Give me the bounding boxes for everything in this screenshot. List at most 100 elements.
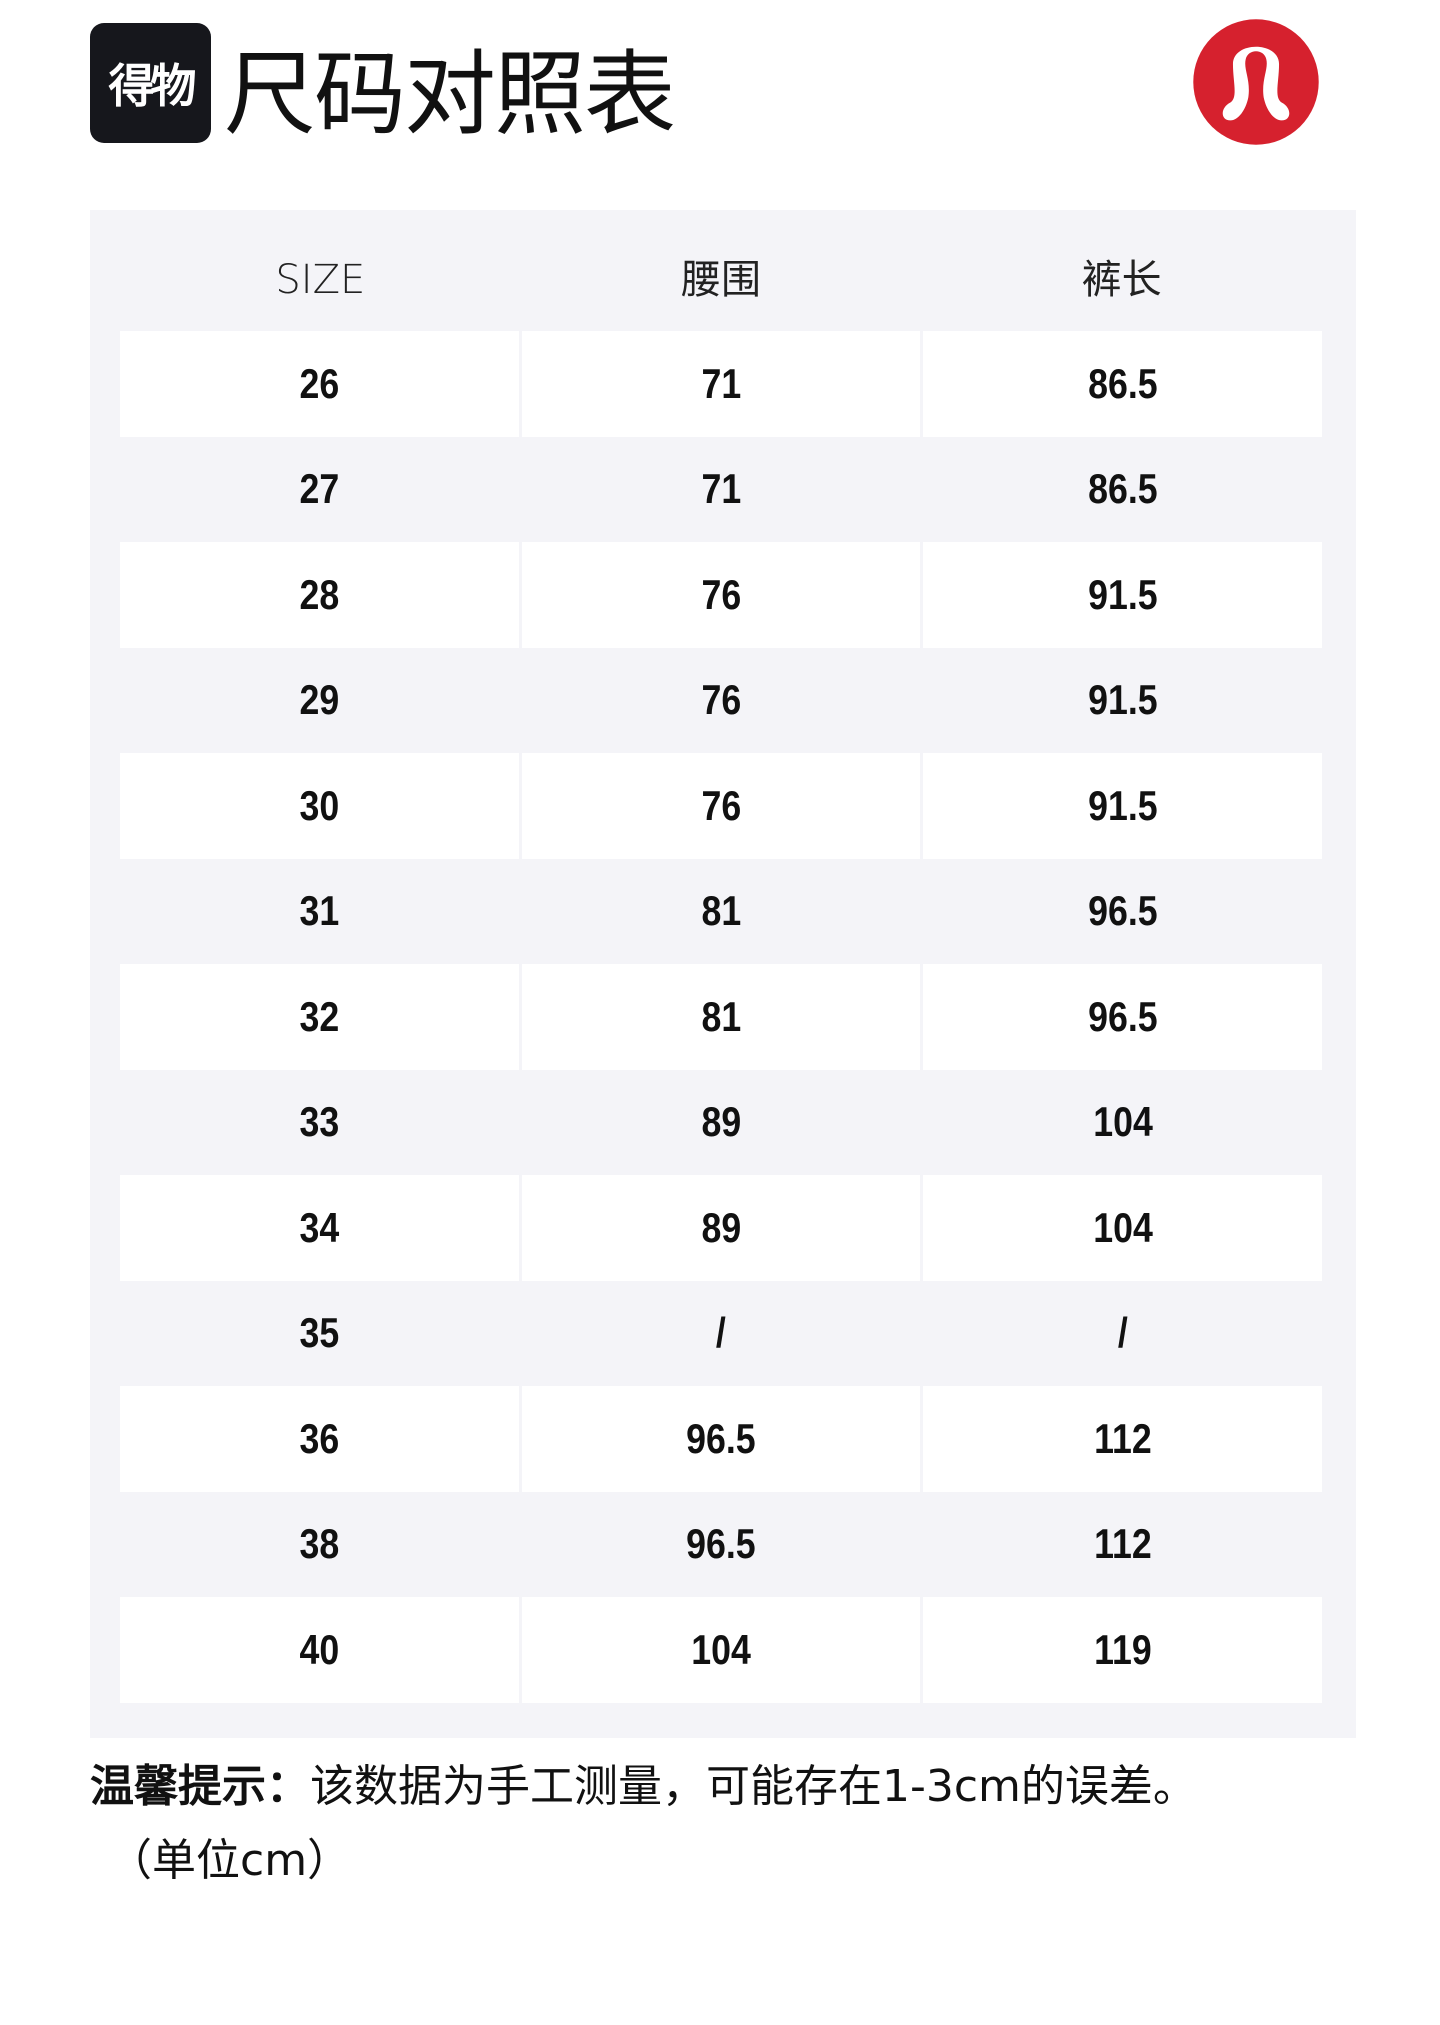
cell-value: 35 <box>299 1309 340 1357</box>
cell-value: 91.5 <box>1087 781 1158 829</box>
dewu-logo-text: 得物 <box>108 59 197 113</box>
cell-value: 89 <box>701 1203 741 1251</box>
column-header-waist: 腰围 <box>681 257 761 303</box>
cell-value: 96.5 <box>1087 887 1158 935</box>
lululemon-logo-icon <box>1193 19 1319 145</box>
table-row: 32 81 96.5 <box>120 964 1323 1070</box>
table-row: 30 76 91.5 <box>120 753 1323 859</box>
cell-value: 96.5 <box>1087 992 1158 1040</box>
cell-value: 112 <box>1093 1520 1152 1568</box>
cell-value: 31 <box>299 887 340 935</box>
table-cell: 81 <box>521 964 921 1070</box>
cell-value: 40 <box>299 1625 340 1673</box>
page-title: 尺码对照表 <box>224 41 676 148</box>
cell-value: 96.5 <box>686 1414 756 1462</box>
cell-value: 29 <box>299 676 340 724</box>
unit-note: （单位cm） <box>108 1835 352 1886</box>
table-row: 31 81 96.5 <box>120 859 1322 965</box>
cell-value: 76 <box>701 676 741 724</box>
table-cell: 112 <box>923 1386 1323 1492</box>
table-cell: 71 <box>521 331 921 437</box>
column-header-size: SIZE <box>275 257 366 303</box>
cell-value: 112 <box>1093 1414 1152 1462</box>
cell-value: 34 <box>299 1203 340 1251</box>
table-cell: 89 <box>522 1070 921 1176</box>
tip-text: 该数据为手工测量，可能存在1-3cm的误差。 <box>310 1761 1197 1812</box>
table-cell: 112 <box>923 1492 1322 1598</box>
table-cell: 38 <box>120 1492 519 1598</box>
cell-value: 104 <box>691 1625 751 1673</box>
table-cell: 35 <box>120 1281 519 1387</box>
cell-value: 81 <box>701 887 741 935</box>
table-cell: 96.5 <box>923 859 1322 965</box>
table-cell: 71 <box>522 437 921 543</box>
table-row: 26 71 86.5 <box>120 331 1323 437</box>
table-cell: 28 <box>120 542 519 648</box>
table-row: 36 96.5 112 <box>120 1386 1323 1492</box>
cell-value: 89 <box>701 1098 741 1146</box>
cell-value: 91.5 <box>1087 570 1158 618</box>
table-cell: 86.5 <box>923 437 1322 543</box>
cell-value: 76 <box>701 781 741 829</box>
table-cell: 30 <box>120 753 519 859</box>
table-cell: 91.5 <box>923 648 1322 754</box>
cell-value: 119 <box>1093 1625 1152 1673</box>
cell-value: 36 <box>299 1414 340 1462</box>
table-row: 40 104 119 <box>120 1597 1323 1703</box>
table-cell: 31 <box>120 859 519 965</box>
cell-value: 86.5 <box>1087 465 1158 513</box>
table-cell: 89 <box>521 1175 921 1281</box>
table-row: 38 96.5 112 <box>120 1492 1322 1598</box>
table-cell: 76 <box>521 753 921 859</box>
table-cell: 119 <box>923 1597 1323 1703</box>
size-table: SIZE 腰围 裤长 26 71 86.5 27 71 86.5 28 76 91.5 29 76 9… <box>90 210 1356 1738</box>
table-row: 34 89 104 <box>120 1175 1323 1281</box>
table-cell: 27 <box>120 437 519 543</box>
table-cell: 33 <box>120 1070 519 1176</box>
table-row: 27 71 86.5 <box>120 437 1322 543</box>
table-cell: 29 <box>120 648 519 754</box>
table-cell: 76 <box>522 648 921 754</box>
cell-value: 28 <box>299 570 340 618</box>
table-body: 26 71 86.5 27 71 86.5 28 76 91.5 29 76 91.5 30 76 91.5… <box>120 331 1323 1703</box>
table-row: 28 76 91.5 <box>120 542 1323 648</box>
table-cell: 96.5 <box>522 1492 921 1598</box>
cell-value: 71 <box>701 359 741 407</box>
tip-label: 温馨提示： <box>90 1761 310 1812</box>
table-cell: 91.5 <box>923 753 1323 859</box>
cell-value: 71 <box>701 465 741 513</box>
cell-value: 32 <box>299 992 340 1040</box>
table-cell: 81 <box>522 859 921 965</box>
table-cell: / <box>923 1281 1322 1387</box>
cell-value: 27 <box>299 465 340 513</box>
cell-value: 30 <box>299 781 340 829</box>
table-cell: 91.5 <box>923 542 1323 648</box>
table-header: SIZE 腰围 裤长 <box>120 230 1322 330</box>
table-cell: 76 <box>521 542 921 648</box>
table-row: 29 76 91.5 <box>120 648 1322 754</box>
table-cell: 34 <box>120 1175 519 1281</box>
cell-value: 91.5 <box>1087 676 1158 724</box>
table-cell: 36 <box>120 1386 519 1492</box>
table-cell: 104 <box>923 1175 1323 1281</box>
table-row: 35 / / <box>120 1281 1322 1387</box>
cell-value: 38 <box>299 1520 340 1568</box>
cell-value: / <box>716 1309 726 1357</box>
dewu-logo: 得物 <box>90 23 211 143</box>
cell-value: 33 <box>299 1098 340 1146</box>
cell-value: 81 <box>701 992 741 1040</box>
cell-value: 104 <box>1092 1098 1153 1146</box>
cell-value: / <box>1117 1309 1128 1357</box>
table-cell: 86.5 <box>923 331 1323 437</box>
table-cell: 32 <box>120 964 519 1070</box>
table-cell: 40 <box>120 1597 519 1703</box>
table-cell: 96.5 <box>923 964 1323 1070</box>
cell-value: 104 <box>1092 1203 1153 1251</box>
table-cell: 96.5 <box>521 1386 921 1492</box>
table-cell: / <box>522 1281 921 1387</box>
tip-note: 温馨提示：该数据为手工测量，可能存在1-3cm的误差。 <box>90 1752 1390 1822</box>
column-header-length: 裤长 <box>1081 257 1162 303</box>
cell-value: 86.5 <box>1087 359 1158 407</box>
cell-value: 26 <box>299 359 340 407</box>
table-row: 33 89 104 <box>120 1070 1322 1176</box>
